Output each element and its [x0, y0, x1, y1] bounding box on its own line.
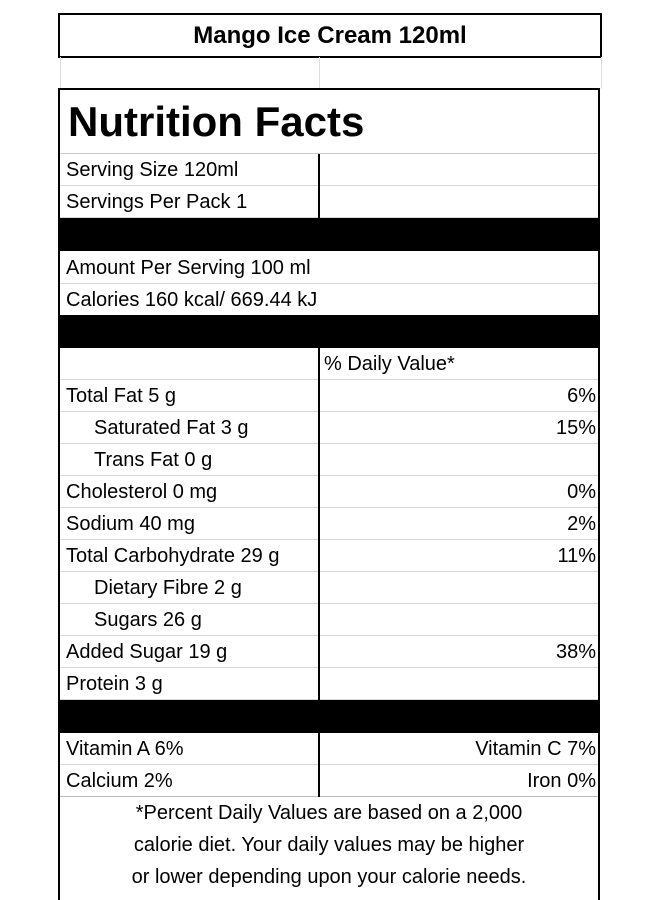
calories-row: Calories 160 kcal/ 669.44 kJ	[60, 284, 598, 316]
serving-size-row: Serving Size 120ml	[60, 154, 598, 186]
nutrient-label: Sodium 40 mg	[66, 513, 195, 535]
nutrient-row: Cholesterol 0 mg 0%	[60, 476, 598, 508]
nutrient-label: Added Sugar 19 g	[66, 641, 228, 663]
amount-per-serving-row: Amount Per Serving 100 ml	[60, 252, 598, 284]
nutrient-label: Dietary Fibre 2 g	[94, 577, 242, 599]
daily-value-header-row: % Daily Value*	[60, 348, 598, 380]
footnote-line: or lower depending upon your calorie nee…	[131, 866, 527, 888]
nutrition-facts-heading: Nutrition Facts	[60, 90, 598, 154]
servings-per-pack-row: Servings Per Pack 1	[60, 186, 598, 218]
empty-spacer-row	[60, 57, 602, 89]
nutrient-row: Protein 3 g	[60, 668, 598, 700]
nutrient-row: Dietary Fibre 2 g	[60, 572, 598, 604]
servings-per-pack: Servings Per Pack 1	[66, 191, 248, 213]
nutrient-daily-value: 2%	[567, 513, 596, 535]
vitamin-row: Vitamin A 6% Vitamin C 7%	[60, 733, 598, 765]
nutrient-daily-value: 15%	[555, 417, 596, 439]
divider-bar	[60, 315, 598, 348]
nutrient-label: Saturated Fat 3 g	[94, 417, 249, 439]
product-title: Mango Ice Cream 120ml	[58, 13, 602, 58]
nutrient-label: Total Carbohydrate 29 g	[66, 545, 280, 567]
nutrition-facts-panel: Nutrition Facts Serving Size 120ml Servi…	[58, 88, 600, 900]
nutrient-label: Sugars 26 g	[94, 609, 202, 631]
nutrient-label: Trans Fat 0 g	[94, 449, 213, 471]
daily-value-header: % Daily Value*	[324, 353, 455, 375]
nutrient-label: Cholesterol 0 mg	[66, 481, 218, 503]
nutrient-row: Sodium 40 mg 2%	[60, 508, 598, 540]
vitamin-left: Calcium 2%	[66, 770, 173, 792]
footnote-line: *Percent Daily Values are based on a 2,0…	[135, 802, 523, 824]
nutrient-row: Saturated Fat 3 g 15%	[60, 412, 598, 444]
vitamin-right: Iron 0%	[527, 770, 596, 792]
nutrient-row: Trans Fat 0 g	[60, 444, 598, 476]
nutrient-daily-value: 11%	[557, 545, 596, 567]
nutrient-label: Total Fat 5 g	[66, 385, 177, 407]
vitamin-row: Calcium 2% Iron 0%	[60, 765, 598, 797]
nutrient-row: Added Sugar 19 g 38%	[60, 636, 598, 668]
divider-bar	[60, 700, 598, 733]
nutrient-label: Protein 3 g	[66, 673, 163, 695]
amount-per-serving: Amount Per Serving 100 ml	[66, 257, 311, 279]
vitamin-left: Vitamin A 6%	[66, 738, 184, 760]
serving-size: Serving Size 120ml	[66, 159, 239, 181]
nutrient-row: Sugars 26 g	[60, 604, 598, 636]
nutrient-daily-value: 38%	[555, 641, 596, 663]
nutrient-daily-value: 0%	[567, 481, 596, 503]
nutrient-row: Total Fat 5 g 6%	[60, 380, 598, 412]
nutrient-daily-value: 6%	[567, 385, 596, 407]
nutrient-row: Total Carbohydrate 29 g 11%	[60, 540, 598, 572]
footnote-line: calorie diet. Your daily values may be h…	[133, 834, 525, 856]
calories: Calories 160 kcal/ 669.44 kJ	[66, 289, 318, 311]
vitamin-right: Vitamin C 7%	[475, 738, 596, 760]
divider-bar	[60, 218, 598, 251]
